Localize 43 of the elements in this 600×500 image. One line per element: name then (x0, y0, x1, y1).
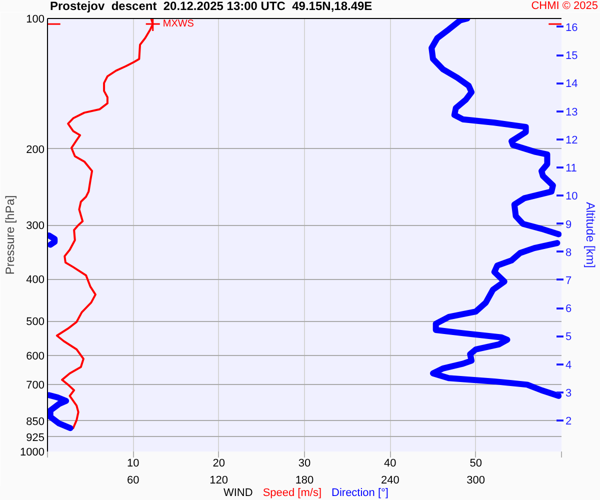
y-tick-label: 300 (26, 220, 45, 232)
text: Speed [m/s] (262, 487, 322, 499)
x2-tick-label: 120 (210, 474, 228, 486)
y2-tick-label: 11 (566, 162, 577, 175)
y2-tick-label: 16 (566, 22, 578, 34)
y2-tick-label: 14 (566, 78, 578, 90)
y2-tick-label: 15 (566, 50, 578, 62)
x2-tick-label: 180 (295, 474, 314, 486)
x-tick-label: 20 (212, 458, 225, 470)
y-tick-label: 200 (26, 144, 45, 156)
x-axis-title: WIND (223, 487, 253, 499)
y2-tick-label: 2 (566, 416, 572, 428)
x2-tick-label: 300 (466, 474, 486, 486)
x-tick-label: 10 (127, 458, 140, 470)
chart-title: Prostejov descent 20.12.2025 13:00 UTC 49.15N,18.49E (50, 0, 372, 13)
y2-tick-label: 7 (566, 274, 572, 287)
x2-tick-label: 240 (380, 474, 400, 486)
y2-tick-label: 9 (566, 218, 572, 231)
y-tick-label: 925 (26, 432, 45, 444)
y-tick-label: 1000 (20, 446, 45, 458)
y-axis-title: Pressure [hPa] (3, 195, 18, 275)
y2-tick-label: 13 (566, 106, 578, 118)
y2-tick-label: 10 (566, 190, 578, 203)
y-tick-label: 700 (26, 379, 45, 392)
y2-tick-label: 3 (566, 387, 572, 400)
x-tick-label: 30 (298, 458, 311, 470)
y-tick-label: 400 (26, 274, 45, 286)
y2-tick-label: 8 (566, 246, 572, 259)
y2-tick-label: 4 (566, 359, 572, 372)
y2-tick-label: 5 (566, 331, 572, 344)
y-tick-label: 850 (26, 416, 45, 428)
y-tick-label: 100 (26, 14, 45, 26)
annotation: MXWS (162, 18, 194, 30)
text: Direction [°] (332, 487, 388, 499)
y-tick-label: 600 (26, 350, 45, 362)
y-tick-label: 500 (26, 316, 45, 328)
x2-tick-label: 60 (127, 474, 140, 486)
x-tick-label: 40 (384, 458, 396, 470)
text: CHMI © 2025 (531, 0, 598, 12)
x-tick-label: 50 (470, 458, 482, 470)
y2-tick-label: 12 (566, 134, 578, 146)
y2-tick-label: 6 (566, 303, 572, 316)
y2-axis-title: Altitude [km] (584, 202, 598, 268)
